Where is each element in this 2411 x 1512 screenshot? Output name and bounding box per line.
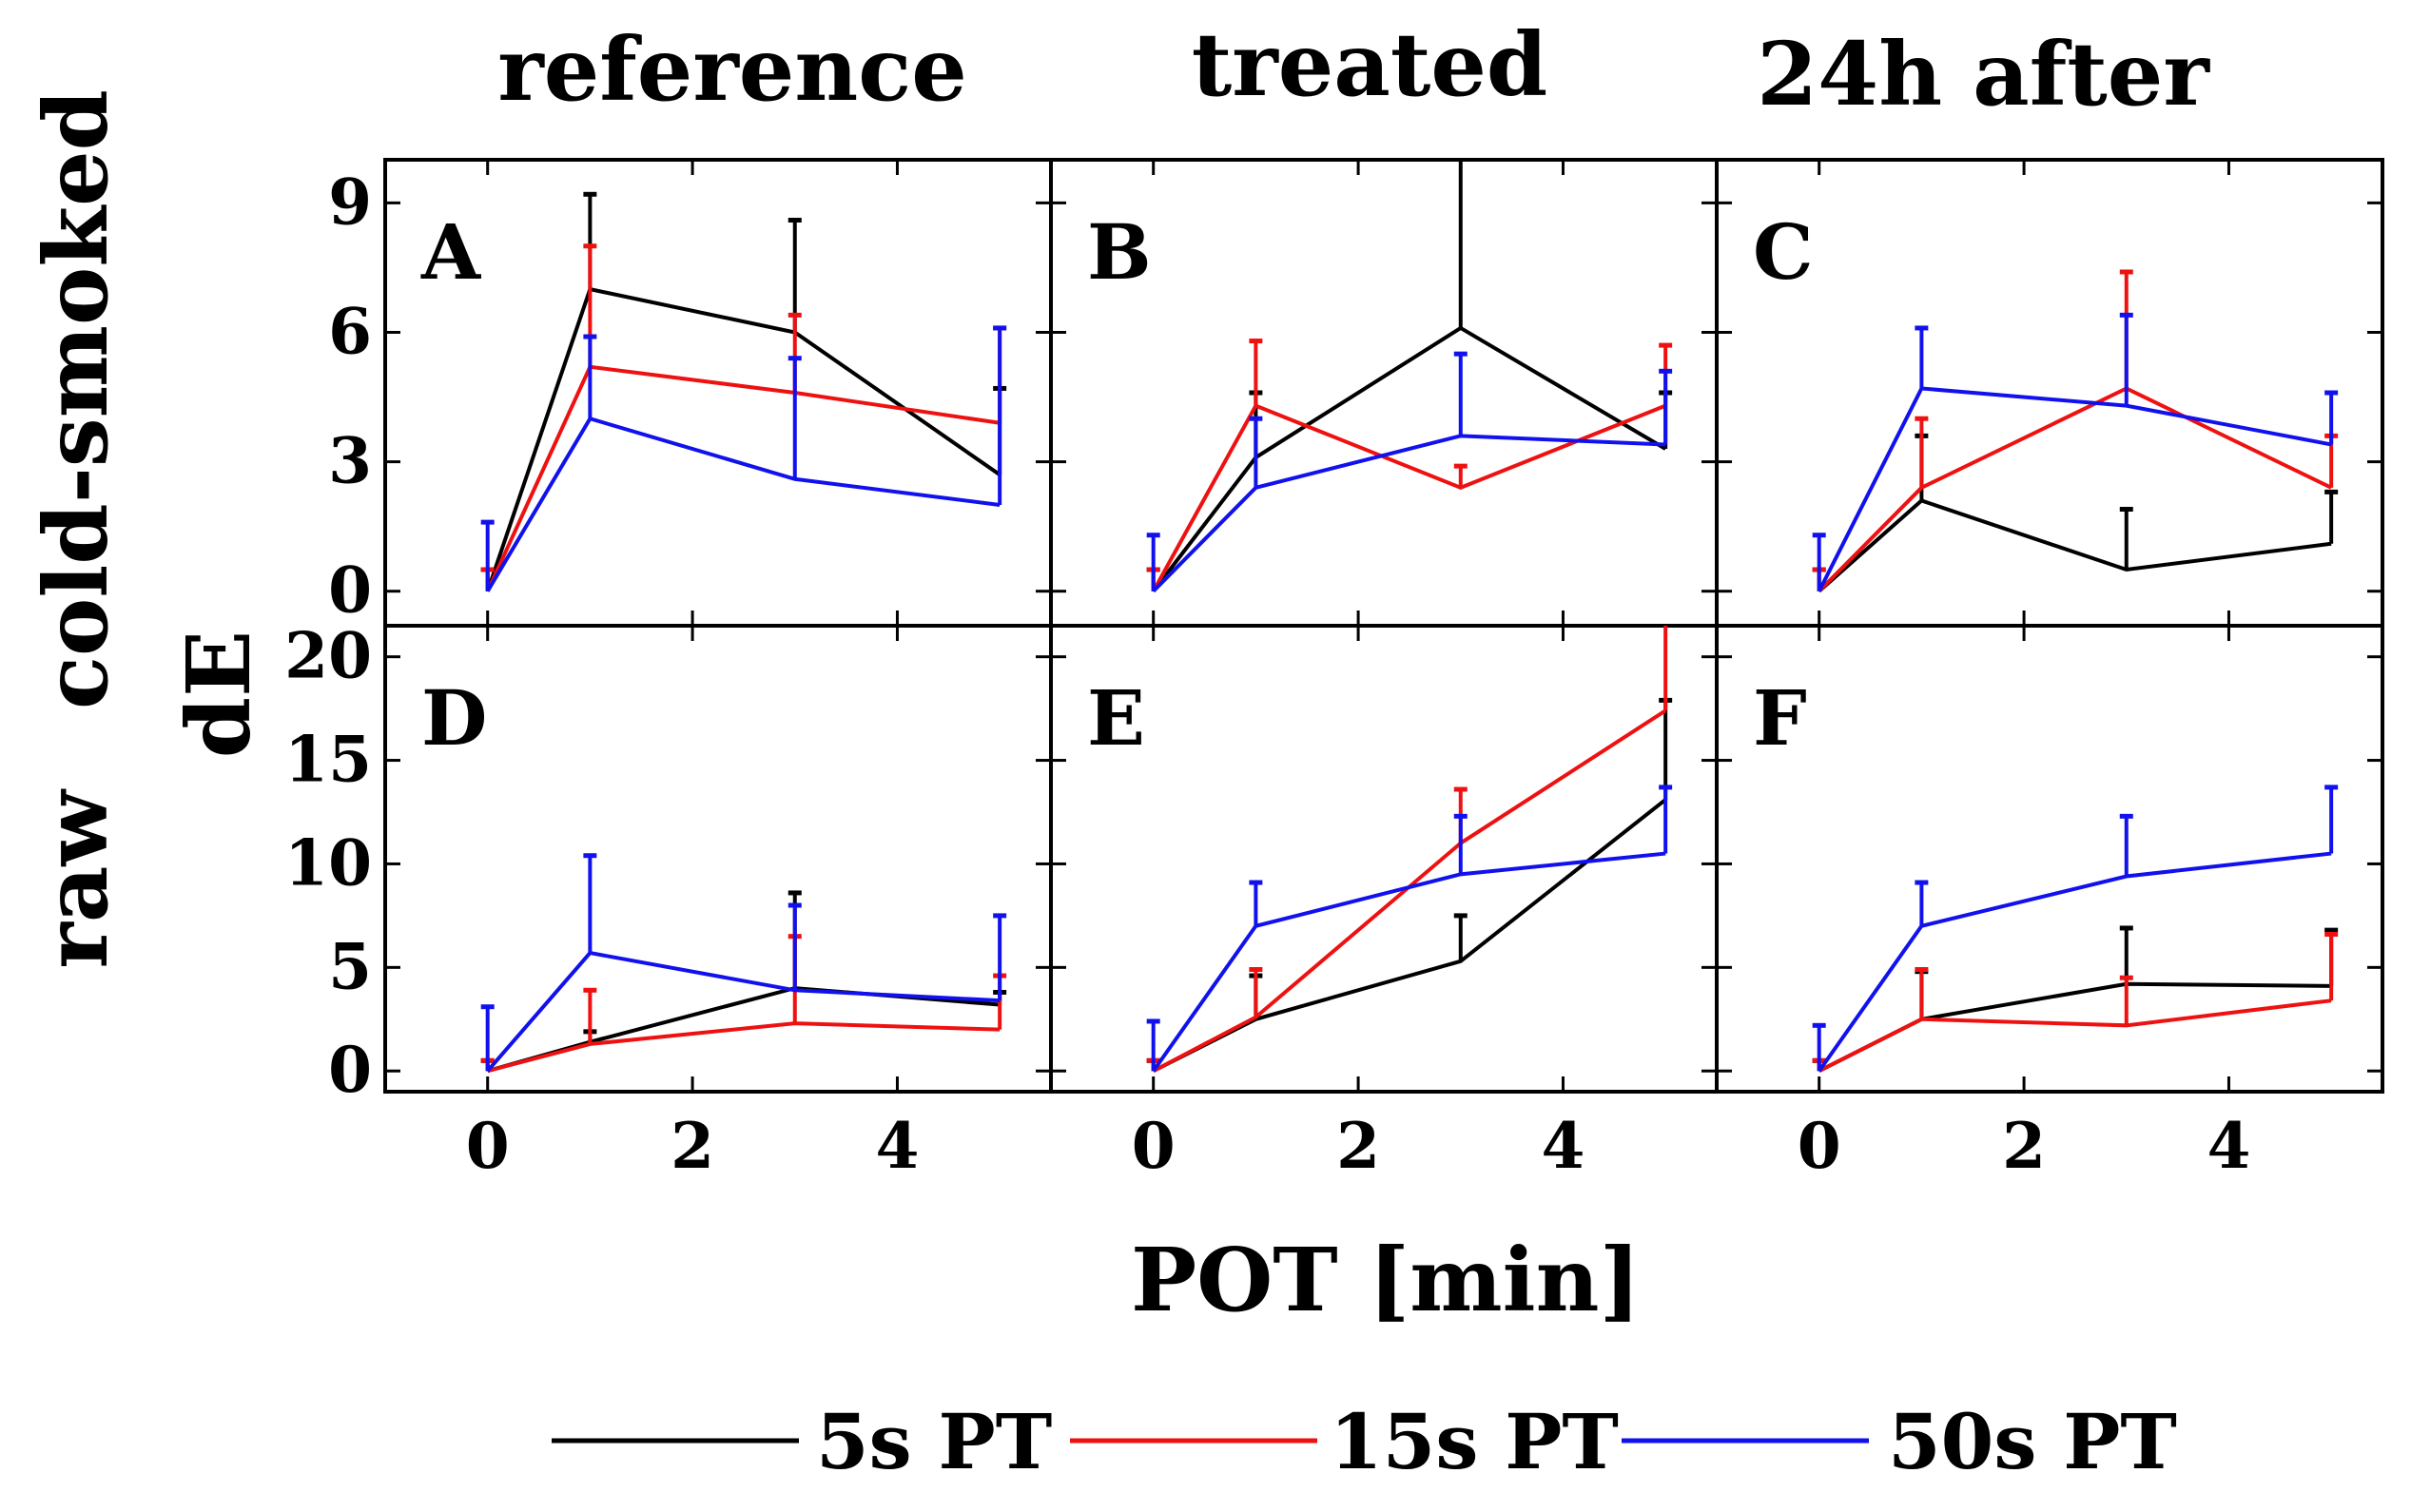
x-tick-label: 0 bbox=[1798, 1109, 1841, 1183]
y-tick-label: 0 bbox=[328, 1033, 372, 1107]
row-title-raw: raw bbox=[25, 788, 127, 969]
col-title-24h-after: 24h after bbox=[1757, 23, 2210, 126]
y-axis-title: dE bbox=[167, 630, 270, 758]
series-line-5s-pt bbox=[1152, 325, 1667, 592]
col-title-treated: treated bbox=[1192, 13, 1547, 116]
y-tick-label: 3 bbox=[328, 424, 372, 498]
x-tick-label: 4 bbox=[2207, 1109, 2250, 1183]
y-tick-label: 15 bbox=[284, 723, 372, 797]
panel-plot-area bbox=[480, 853, 1007, 1074]
y-tick-label: 5 bbox=[328, 929, 372, 1003]
series-line-15s-pt bbox=[1818, 998, 2332, 1074]
series-line-15s-pt bbox=[1151, 403, 1666, 592]
panel-letter: A bbox=[420, 207, 481, 297]
legend-label-5s: 5s PT bbox=[816, 1397, 1052, 1486]
y-tick-label: 20 bbox=[284, 619, 372, 693]
y-tick-label: 0 bbox=[328, 553, 372, 628]
series-line-50s-pt bbox=[486, 950, 1001, 1073]
legend-label-50s: 50s PT bbox=[1888, 1397, 2177, 1486]
x-tick-label: 2 bbox=[2002, 1109, 2046, 1183]
legend: 5s PT 15s PT 50s PT bbox=[552, 1397, 2177, 1486]
panel-frame bbox=[1715, 158, 2384, 628]
y-tick-label: 9 bbox=[328, 165, 372, 239]
series-line-15s-pt bbox=[485, 364, 1001, 592]
series-line-50s-pt bbox=[485, 416, 1001, 592]
series-line-50s-pt bbox=[1152, 851, 1666, 1073]
series-line-5s-pt bbox=[485, 286, 1001, 592]
x-tick-label: 0 bbox=[466, 1109, 510, 1183]
panel-letter: B bbox=[1087, 207, 1152, 297]
x-tick-label: 0 bbox=[1132, 1109, 1176, 1183]
x-axis-title: POT [min] bbox=[1131, 1229, 1641, 1331]
panel-plot-area bbox=[1812, 785, 2339, 1074]
legend-label-15s: 15s PT bbox=[1330, 1397, 1619, 1486]
panel-frame bbox=[1715, 624, 2384, 1094]
y-tick-label: 6 bbox=[328, 294, 372, 368]
series-line-50s-pt bbox=[1817, 386, 2332, 592]
panel-plot-area bbox=[1812, 269, 2339, 593]
series-line-15s-pt bbox=[1152, 708, 1667, 1073]
panel-frame bbox=[383, 158, 1053, 628]
panel-d: 0 5 10 15 20 0 2 4 D bbox=[284, 619, 1053, 1183]
panel-b: B bbox=[1049, 158, 1719, 628]
col-title-reference: reference bbox=[497, 18, 967, 121]
x-tick-label: 4 bbox=[1541, 1109, 1585, 1183]
panel-letter: D bbox=[421, 673, 487, 763]
panel-letter: C bbox=[1753, 207, 1814, 297]
panel-letter: F bbox=[1753, 673, 1807, 763]
row-title-cold-smoked: cold-smoked bbox=[25, 89, 127, 709]
y-tick-label: 10 bbox=[284, 825, 372, 900]
panel-c: C bbox=[1715, 158, 2384, 628]
series-line-15s-pt bbox=[1818, 386, 2333, 593]
x-tick-label: 2 bbox=[671, 1109, 714, 1183]
panel-a: 0 3 6 9A bbox=[328, 158, 1053, 628]
x-tick-label: 4 bbox=[875, 1109, 919, 1183]
panel-plot-area bbox=[480, 191, 1007, 592]
series-line-5s-pt bbox=[1818, 981, 2332, 1074]
series-line-15s-pt bbox=[487, 1021, 1001, 1074]
x-tick-label: 2 bbox=[1336, 1109, 1380, 1183]
series-line-50s-pt bbox=[1152, 434, 1666, 593]
panel-plot-area bbox=[1146, 160, 1673, 593]
series-line-50s-pt bbox=[1818, 851, 2332, 1073]
panel-letter: E bbox=[1087, 673, 1145, 763]
series-line-5s-pt bbox=[1818, 498, 2332, 593]
panel-f: 0 2 4 F bbox=[1715, 624, 2384, 1183]
panel-e: 0 2 4 E bbox=[1049, 624, 1719, 1183]
panel-plot-area bbox=[1146, 626, 1673, 1074]
